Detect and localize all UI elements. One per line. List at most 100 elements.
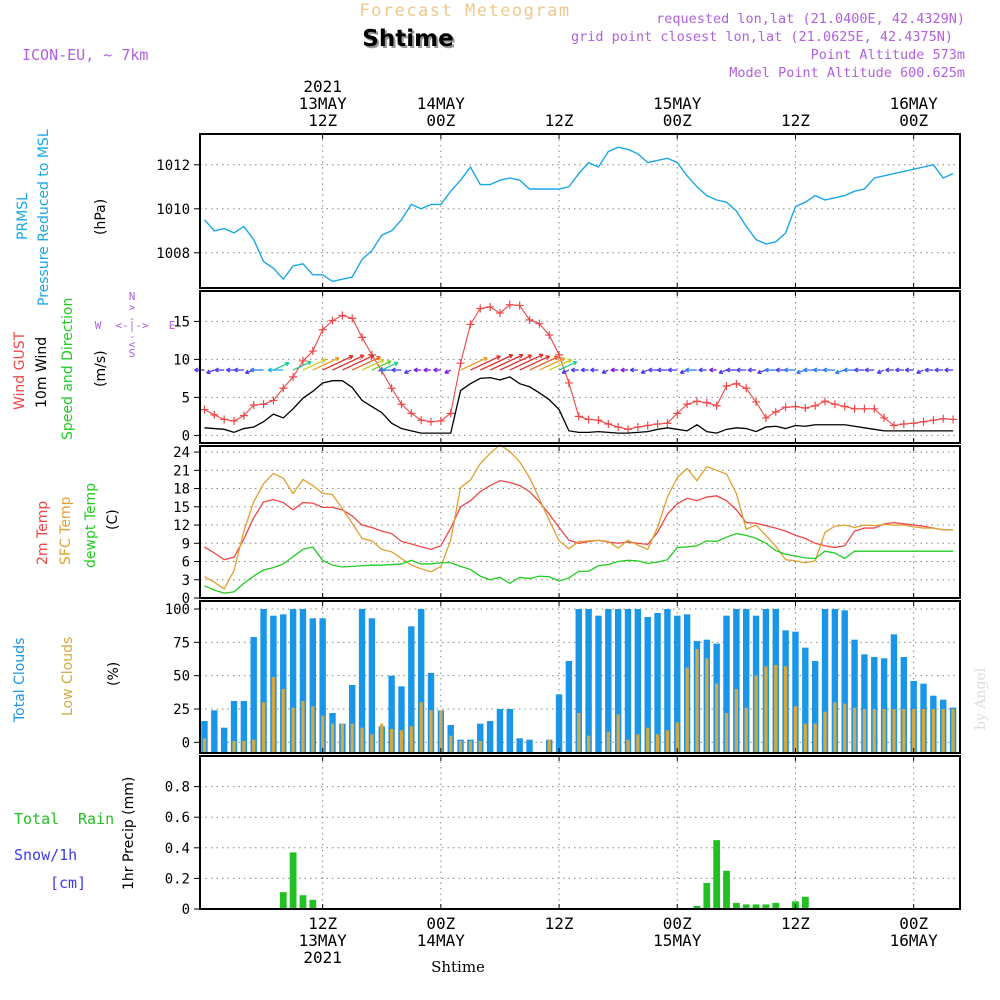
- wind-arrow-head: [561, 369, 567, 375]
- total-cloud-bar: [358, 609, 366, 753]
- wind-arrow: [667, 367, 678, 373]
- compass-tick-s: -: [129, 330, 136, 343]
- total-cloud-bar: [417, 609, 425, 753]
- wind-arrow: [519, 355, 551, 371]
- precip-axis-labels: Total Rain Snow/1h [cm] 1hr Precip (mm): [14, 777, 137, 892]
- total-cloud-bar: [289, 609, 297, 753]
- bottom-time-label: 12Z: [545, 914, 574, 933]
- clouds-ytick-label: 25: [173, 702, 190, 718]
- gust-marker: [407, 409, 416, 418]
- wind-ytick-label: 15: [173, 314, 190, 330]
- clouds-axis-labels: Total Clouds Low Clouds (%): [12, 637, 122, 723]
- rain-bar: [732, 902, 740, 909]
- wind-arrow: [610, 367, 619, 373]
- low-cloud-bar: [774, 665, 778, 753]
- low-cloud-bar: [626, 739, 630, 753]
- total-cloud-bar: [368, 618, 376, 753]
- wind-arrow-head: [496, 355, 501, 360]
- wind-arrow-head: [378, 367, 384, 373]
- wind-arrow-head: [718, 369, 724, 375]
- low-cloud-bar: [360, 727, 364, 753]
- gust-marker: [781, 403, 790, 412]
- wind-arrow-shaft: [558, 361, 577, 371]
- wind-arrow-head: [783, 367, 789, 373]
- wind-arrow-head: [834, 369, 840, 375]
- gust-marker: [880, 413, 889, 422]
- low-cloud-bar: [793, 706, 798, 753]
- snow-label: Snow/1h: [14, 846, 77, 864]
- total-cloud-bar: [398, 686, 405, 753]
- low-cloud-bar: [261, 702, 266, 753]
- low-cloud-bar: [833, 702, 837, 753]
- wind-arrow: [620, 367, 629, 373]
- rain-bar: [801, 896, 809, 909]
- total-cloud-bar: [408, 626, 415, 753]
- wind-arrow-head: [685, 367, 690, 373]
- wind-arrow-head: [822, 367, 828, 373]
- low-cloud-bar: [931, 709, 935, 753]
- pressure-line: [203, 146, 954, 283]
- gust-marker: [624, 425, 633, 434]
- gust-marker: [466, 320, 475, 329]
- wind-arrow-head: [423, 367, 428, 373]
- clouds-frame: [199, 600, 961, 754]
- gust-marker: [702, 398, 711, 407]
- gust-marker: [899, 420, 908, 428]
- requested-point: requested lon,lat (21.0400E, 42.4329N): [656, 11, 965, 27]
- low-cloud-bar: [301, 701, 305, 753]
- wind-arrow: [934, 367, 944, 373]
- low-cloud-bar: [409, 726, 413, 753]
- wind-arrow: [267, 367, 284, 373]
- wind-arrow-head: [194, 367, 199, 373]
- wind-arrow-head: [726, 367, 731, 373]
- wind-arrow: [233, 367, 244, 373]
- low-cloud-bar: [449, 735, 453, 753]
- total-cloud-bar: [250, 637, 257, 753]
- low-cloud-bar: [843, 703, 847, 753]
- precip-frame: [199, 755, 961, 910]
- gust-marker: [791, 402, 800, 411]
- wind-arrow: [226, 367, 235, 373]
- rain-bar: [299, 895, 307, 909]
- location-title: Shtime: [362, 26, 453, 52]
- gust-marker: [358, 333, 367, 342]
- compass-s: S: [129, 347, 136, 360]
- wind-arrow-head: [560, 357, 566, 362]
- wind-arrow-head: [250, 367, 255, 373]
- compass-w: W: [95, 319, 102, 332]
- gust-marker: [318, 325, 327, 334]
- total-cloud-bar: [900, 657, 908, 753]
- total-cloud-bar: [821, 609, 829, 753]
- wind-arrow: [944, 367, 954, 373]
- total-clouds-label: Total Clouds: [12, 638, 28, 723]
- wind-arrow-shaft: [302, 358, 327, 371]
- wind-arrow-shaft: [499, 354, 532, 371]
- wind-arrow: [657, 367, 668, 373]
- wind-arrow: [391, 367, 402, 373]
- total-cloud-bar: [496, 709, 504, 753]
- sfc-temp-label: SFC Temp: [58, 496, 74, 565]
- total-cloud-bar: [260, 609, 267, 753]
- wind-arrow: [529, 355, 559, 371]
- rain-bar: [752, 904, 760, 909]
- pressure-frame: [199, 133, 961, 289]
- low-cloud-bar: [271, 677, 276, 753]
- wind-arrow-shaft: [342, 354, 374, 371]
- wind-axis-labels: Wind GUST 10m Wind Speed and Direction (…: [12, 290, 175, 440]
- wind-arrow: [648, 367, 658, 373]
- wind-arrow-head: [747, 367, 752, 373]
- wind-arrow-head: [376, 356, 381, 361]
- total-cloud-bar: [674, 615, 681, 753]
- total-cloud-bar: [526, 739, 533, 753]
- total-cloud-bar: [792, 631, 799, 753]
- top-time-label: 16MAY: [890, 94, 939, 113]
- bottom-time-label: 12Z: [781, 914, 810, 933]
- gust-marker: [564, 378, 573, 387]
- wind-arrow: [757, 369, 767, 375]
- wind-arrow: [561, 369, 570, 375]
- total-cloud-bar: [349, 685, 356, 753]
- sfc-temp-line: [204, 443, 954, 590]
- gust-marker: [860, 404, 869, 413]
- wind-arrow-shaft: [757, 369, 767, 374]
- pressure-msl-label: Pressure Reduced to MSL: [36, 129, 52, 306]
